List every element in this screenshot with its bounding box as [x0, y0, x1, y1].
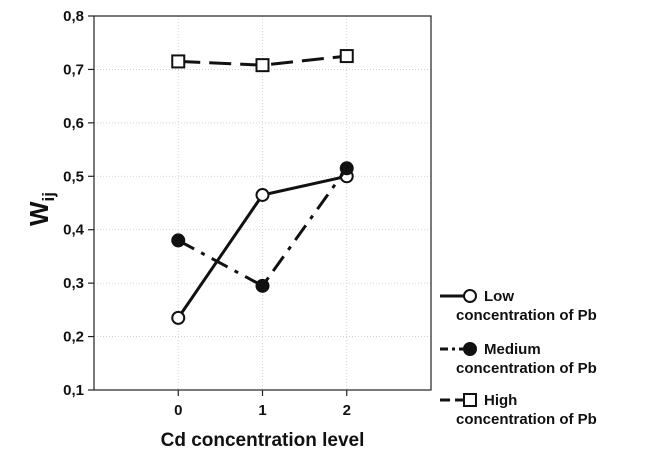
legend-label-line1: Medium: [484, 341, 541, 358]
series-3-point: [255, 58, 270, 73]
legend-marker-2: [463, 342, 477, 356]
legend-label-line1: High: [484, 392, 517, 409]
y-tick-label: 0,5: [63, 168, 84, 185]
y-tick-label: 0,1: [63, 382, 84, 399]
legend-label-line1: Low: [484, 288, 514, 305]
series-2-line: [177, 167, 348, 288]
legend-label-line2: concentration of Pb: [456, 307, 597, 324]
legend-label-line2: concentration of Pb: [456, 360, 597, 377]
series-3-point: [171, 54, 186, 69]
axis-ticks: 0,1 0,2 0,3 0,4 0,5 0,6 0,7 0,8 0 1 2: [63, 8, 351, 419]
y-tick-label: 0,8: [63, 8, 84, 25]
series-3: [171, 49, 354, 73]
series-1-point: [171, 310, 186, 325]
y-tick-label: 0,2: [63, 329, 84, 346]
legend: Low concentration of Pb Medium concentratio…: [440, 288, 597, 428]
legend-entry-3: High concentration of Pb: [440, 392, 597, 428]
series-1-point: [255, 187, 270, 202]
series-2: [171, 161, 354, 293]
x-tick-label: 0: [174, 402, 182, 419]
legend-entry-1: Low concentration of Pb: [440, 288, 597, 324]
y-tick-label: 0,6: [63, 115, 84, 132]
y-tick-label: 0,7: [63, 61, 84, 78]
series-3-point: [339, 49, 354, 64]
y-tick-label: 0,4: [63, 222, 85, 239]
y-axis-title-main: W: [24, 201, 54, 226]
legend-label-line2: concentration of Pb: [456, 411, 597, 428]
series-2-point: [339, 161, 354, 176]
x-tick-label: 2: [343, 402, 351, 419]
legend-marker-1: [463, 289, 477, 303]
legend-entry-2: Medium concentration of Pb: [440, 341, 597, 377]
series: [171, 49, 354, 325]
y-tick-label: 0,3: [63, 275, 84, 292]
legend-marker-3: [463, 393, 477, 407]
x-axis-title: Cd concentration level: [161, 430, 365, 451]
series-2-point: [255, 278, 270, 293]
series-2-point: [171, 233, 186, 248]
series-3-line: [178, 54, 347, 67]
y-axis-title-sub: ij: [39, 192, 58, 201]
y-axis-title: Wij: [24, 192, 58, 226]
x-tick-label: 1: [258, 402, 266, 419]
